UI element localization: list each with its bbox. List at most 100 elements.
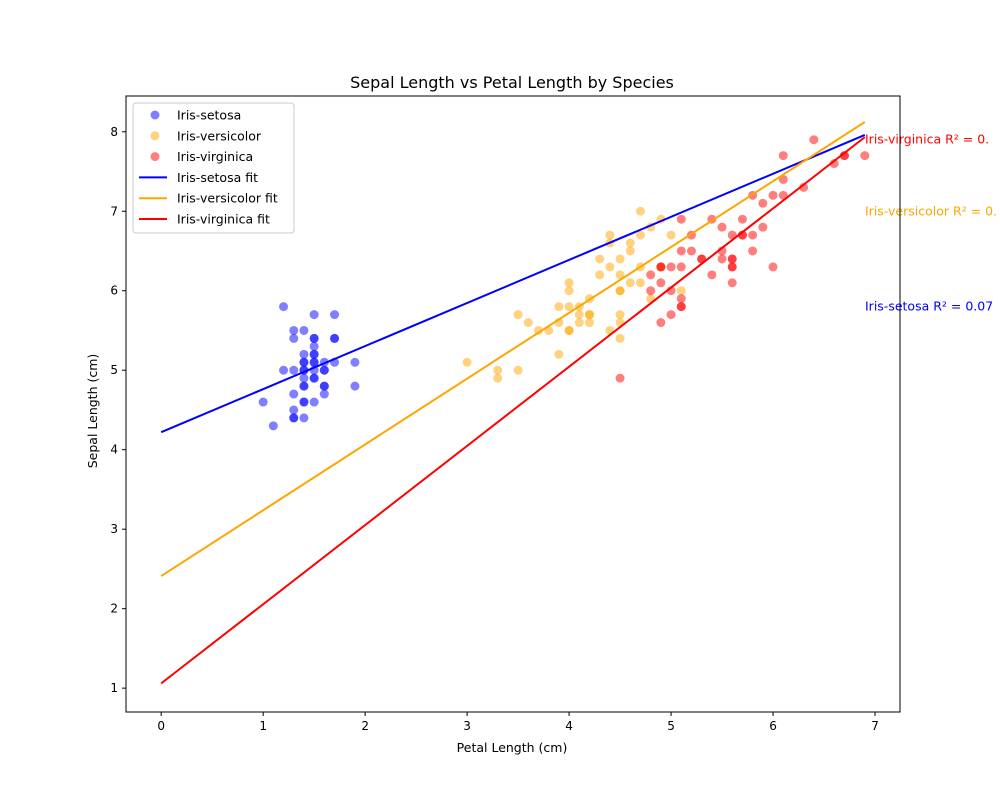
data-point (676, 294, 686, 304)
x-tick-label: 1 (259, 719, 267, 733)
data-point (605, 262, 615, 272)
data-point (493, 365, 503, 375)
r-squared-annotations: Iris-setosa R² = 0.07 Iris-versicolor R² … (865, 132, 997, 314)
data-point (533, 325, 543, 335)
y-tick-label: 8 (110, 125, 118, 139)
data-point (289, 333, 299, 343)
data-point (707, 270, 717, 280)
series-iris-setosa-points (258, 302, 360, 431)
data-point (289, 389, 299, 399)
legend-marker-iris-virginica (150, 152, 160, 162)
x-tick-label: 7 (871, 719, 879, 733)
data-point (309, 310, 319, 320)
data-point (289, 365, 299, 375)
data-point (666, 262, 676, 272)
fit-line-iris-versicolor (160, 121, 866, 577)
y-axis-label: Sepal Length (cm) (85, 354, 100, 469)
data-point (656, 262, 666, 272)
data-point (595, 254, 605, 264)
data-point (737, 214, 747, 224)
data-point (758, 198, 768, 208)
x-tick-label: 5 (667, 719, 675, 733)
legend-marker-iris-setosa (150, 110, 160, 120)
chart-title: Sepal Length vs Petal Length by Species (350, 73, 674, 92)
data-point (564, 278, 574, 288)
data-point (748, 230, 758, 240)
data-point (350, 381, 360, 391)
data-point (268, 421, 278, 431)
legend: Iris-setosa Iris-versicolor Iris-virginica… (132, 102, 295, 234)
data-point (493, 373, 503, 383)
fit-line-iris-virginica (160, 136, 866, 685)
data-point (646, 270, 656, 280)
plot-area (160, 121, 870, 685)
data-point (564, 302, 574, 312)
data-point (330, 333, 340, 343)
data-point (748, 246, 758, 256)
data-point (299, 357, 309, 367)
legend-label: Iris-virginica fit (177, 212, 270, 227)
data-point (309, 333, 319, 343)
data-point (564, 325, 574, 335)
data-point (309, 397, 319, 407)
x-tick-label: 0 (157, 719, 165, 733)
data-point (513, 310, 523, 320)
data-point (574, 310, 584, 320)
data-point (309, 373, 319, 383)
data-point (829, 159, 839, 169)
y-tick-label: 6 (110, 284, 118, 298)
data-point (554, 349, 564, 359)
data-point (309, 349, 319, 359)
data-point (676, 262, 686, 272)
data-point (605, 230, 615, 240)
legend-label: Iris-versicolor (177, 128, 262, 143)
data-point (666, 230, 676, 240)
data-point (625, 238, 635, 248)
legend-label: Iris-versicolor fit (177, 191, 278, 206)
r-squared-label: Iris-virginica R² = 0. (865, 132, 989, 147)
axes-frame (125, 95, 901, 713)
data-point (717, 254, 727, 264)
data-point (666, 310, 676, 320)
legend-box (132, 102, 295, 234)
x-tick-label: 4 (565, 719, 573, 733)
data-point (615, 254, 625, 264)
data-point (625, 246, 635, 256)
legend-label: Iris-setosa (177, 108, 241, 123)
data-point (319, 365, 329, 375)
data-point (646, 286, 656, 296)
legend-label: Iris-setosa fit (177, 170, 258, 185)
data-point (289, 413, 299, 423)
data-point (574, 318, 584, 328)
x-tick-label: 3 (463, 719, 471, 733)
data-point (615, 286, 625, 296)
data-point (727, 254, 737, 264)
y-tick-label: 3 (110, 522, 118, 536)
data-point (309, 357, 319, 367)
data-point (258, 397, 268, 407)
data-point (279, 302, 289, 312)
y-tick-label: 7 (110, 204, 118, 218)
data-point (554, 302, 564, 312)
data-point (676, 246, 686, 256)
y-tick-label: 2 (110, 602, 118, 616)
data-point (809, 135, 819, 145)
data-point (778, 151, 788, 161)
data-point (686, 246, 696, 256)
data-point (635, 278, 645, 288)
axes: 0 1 2 3 4 5 6 7 1 2 3 4 5 6 7 8 (110, 95, 901, 733)
data-point (319, 389, 329, 399)
data-point (615, 310, 625, 320)
data-point (656, 318, 666, 328)
data-point (299, 397, 309, 407)
data-point (299, 413, 309, 423)
data-point (319, 381, 329, 391)
data-point (584, 310, 594, 320)
data-point (289, 325, 299, 335)
data-point (299, 349, 309, 359)
y-tick-label: 1 (110, 681, 118, 695)
data-point (279, 365, 289, 375)
x-axis-label: Petal Length (cm) (457, 740, 568, 755)
data-point (309, 341, 319, 351)
